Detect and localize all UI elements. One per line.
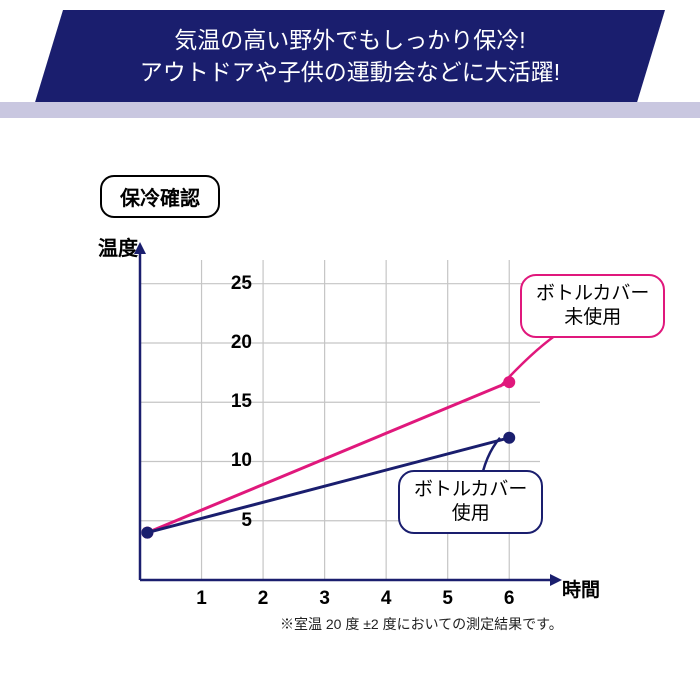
y-tick: 20 [231, 332, 252, 354]
banner-wrap: 気温の高い野外でもしっかり保冷! アウトドアや子供の運動会などに大活躍! [0, 10, 700, 102]
y-tick: 10 [231, 450, 252, 472]
x-tick: 2 [258, 588, 269, 610]
x-tick: 6 [504, 588, 515, 610]
headline-banner: 気温の高い野外でもしっかり保冷! アウトドアや子供の運動会などに大活躍! [35, 10, 665, 102]
badge-label: 保冷確認 [120, 188, 200, 210]
callout-without-cover: ボトルカバー 未使用 [520, 274, 665, 338]
callout-without-line2: 未使用 [564, 307, 621, 328]
x-tick: 3 [319, 588, 330, 610]
callout-with-line1: ボトルカバー [414, 479, 527, 500]
x-tick: 4 [381, 588, 392, 610]
callout-with-line2: 使用 [452, 503, 490, 524]
x-tick: 1 [196, 588, 207, 610]
banner-underlay [0, 102, 700, 118]
banner-line2: アウトドアや子供の運動会などに大活躍! [140, 59, 560, 85]
banner-line1: 気温の高い野外でもしっかり保冷! [174, 27, 525, 53]
y-axis-label: 温度 [98, 232, 138, 261]
callout-without-line1: ボトルカバー [536, 283, 649, 304]
y-tick: 15 [231, 391, 252, 413]
y-tick: 5 [241, 510, 252, 532]
cooling-test-badge: 保冷確認 [100, 175, 220, 218]
y-tick: 25 [231, 273, 252, 295]
callout-with-cover: ボトルカバー 使用 [398, 470, 543, 534]
x-tick: 5 [442, 588, 453, 610]
footnote: ※室温 20 度 ±2 度においての測定結果です。 [280, 614, 563, 634]
